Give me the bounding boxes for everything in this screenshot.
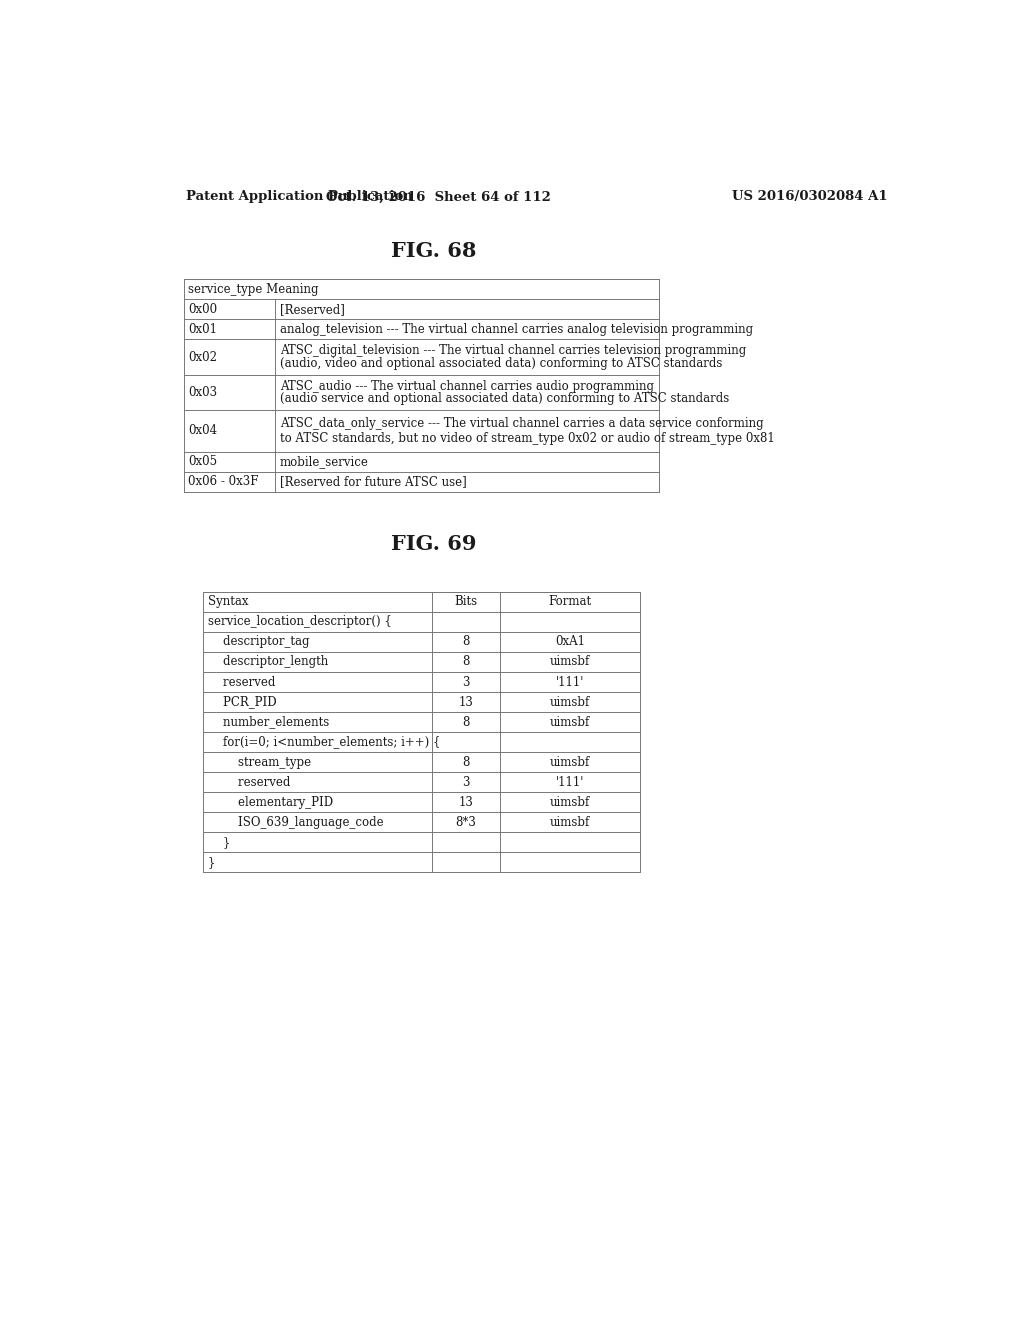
Text: '111': '111': [556, 676, 584, 689]
Text: ATSC_audio --- The virtual channel carries audio programming: ATSC_audio --- The virtual channel carri…: [280, 380, 654, 392]
Text: mobile_service: mobile_service: [280, 455, 369, 469]
Text: '111': '111': [556, 776, 584, 788]
Text: 8: 8: [462, 656, 470, 668]
Text: 3: 3: [462, 776, 470, 788]
Text: Syntax: Syntax: [208, 595, 249, 609]
Text: reserved: reserved: [208, 776, 290, 788]
Text: (audio service and optional associated data) conforming to ATSC standards: (audio service and optional associated d…: [280, 392, 729, 405]
Text: 0x04: 0x04: [188, 425, 217, 437]
Text: 0x05: 0x05: [188, 455, 217, 469]
Text: uimsbf: uimsbf: [550, 796, 590, 809]
Text: descriptor_tag: descriptor_tag: [208, 635, 309, 648]
Text: 3: 3: [462, 676, 470, 689]
Text: Format: Format: [548, 595, 591, 609]
Text: service_type Meaning: service_type Meaning: [188, 282, 318, 296]
Text: FIG. 69: FIG. 69: [391, 535, 477, 554]
Text: uimsbf: uimsbf: [550, 696, 590, 709]
Text: reserved: reserved: [208, 676, 275, 689]
Text: [Reserved]: [Reserved]: [280, 302, 345, 315]
Text: uimsbf: uimsbf: [550, 656, 590, 668]
Text: descriptor_length: descriptor_length: [208, 656, 328, 668]
Text: 0xA1: 0xA1: [555, 635, 585, 648]
Text: uimsbf: uimsbf: [550, 816, 590, 829]
Text: ISO_639_language_code: ISO_639_language_code: [208, 816, 383, 829]
Text: 0x02: 0x02: [188, 351, 217, 363]
Text: 13: 13: [459, 696, 473, 709]
Text: }: }: [208, 855, 215, 869]
Text: ATSC_data_only_service --- The virtual channel carries a data service conforming: ATSC_data_only_service --- The virtual c…: [280, 417, 764, 430]
Text: 8: 8: [462, 755, 470, 768]
Text: uimsbf: uimsbf: [550, 715, 590, 729]
Text: US 2016/0302084 A1: US 2016/0302084 A1: [732, 190, 888, 203]
Text: elementary_PID: elementary_PID: [208, 796, 333, 809]
Text: Oct. 13, 2016  Sheet 64 of 112: Oct. 13, 2016 Sheet 64 of 112: [326, 190, 551, 203]
Text: analog_television --- The virtual channel carries analog television programming: analog_television --- The virtual channe…: [280, 323, 753, 335]
Text: FIG. 68: FIG. 68: [391, 240, 477, 261]
Text: (audio, video and optional associated data) conforming to ATSC standards: (audio, video and optional associated da…: [280, 356, 722, 370]
Text: stream_type: stream_type: [208, 755, 311, 768]
Text: 8: 8: [462, 715, 470, 729]
Text: 0x01: 0x01: [188, 323, 217, 335]
Text: ATSC_digital_television --- The virtual channel carries television programming: ATSC_digital_television --- The virtual …: [280, 345, 746, 358]
Text: 13: 13: [459, 796, 473, 809]
Text: 8: 8: [462, 635, 470, 648]
Text: [Reserved for future ATSC use]: [Reserved for future ATSC use]: [280, 475, 467, 488]
Text: 0x00: 0x00: [188, 302, 217, 315]
Text: PCR_PID: PCR_PID: [208, 696, 276, 709]
Text: uimsbf: uimsbf: [550, 755, 590, 768]
Text: 0x03: 0x03: [188, 385, 217, 399]
Text: service_location_descriptor() {: service_location_descriptor() {: [208, 615, 391, 628]
Text: number_elements: number_elements: [208, 715, 329, 729]
Text: Bits: Bits: [455, 595, 477, 609]
Text: }: }: [208, 836, 230, 849]
Text: for(i=0; i<number_elements; i++) {: for(i=0; i<number_elements; i++) {: [208, 735, 440, 748]
Text: 8*3: 8*3: [456, 816, 476, 829]
Text: Patent Application Publication: Patent Application Publication: [186, 190, 413, 203]
Text: 0x06 - 0x3F: 0x06 - 0x3F: [188, 475, 259, 488]
Text: to ATSC standards, but no video of stream_type 0x02 or audio of stream_type 0x81: to ATSC standards, but no video of strea…: [280, 432, 774, 445]
